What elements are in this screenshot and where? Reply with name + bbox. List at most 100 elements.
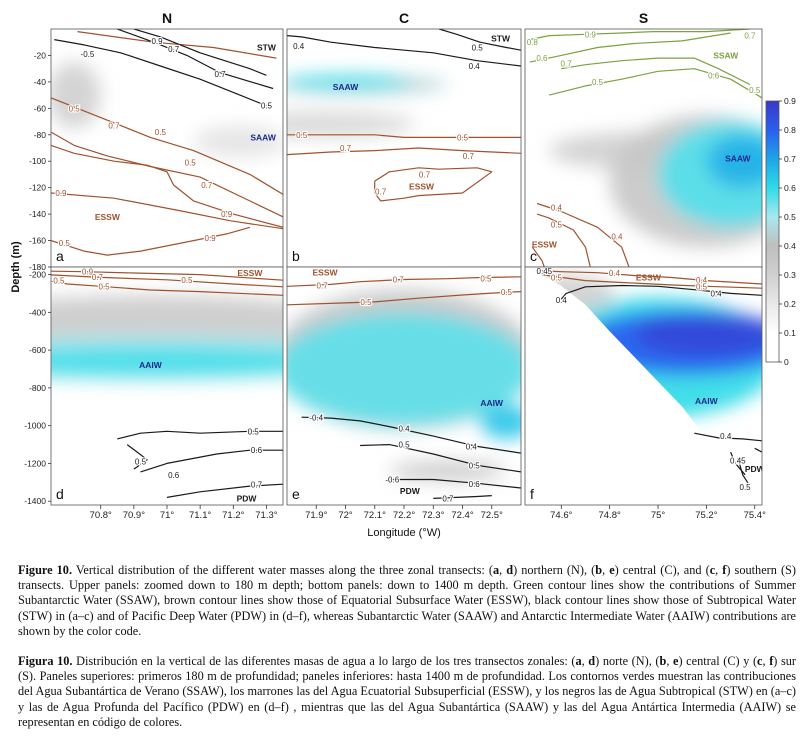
contour-black-2 [560,284,762,300]
y-tick-label-upper-8: -180 [29,262,46,272]
water-mass-label-aaiw: AAIW [139,360,163,370]
x-tick-label-S-4: 75.4° [744,510,766,521]
contour-brown-1 [287,291,521,306]
contour-label-12: 0.5 [59,239,71,248]
y-tick-label-upper-1: -40 [34,77,47,87]
contour-black-8 [133,29,267,76]
panel-f: 0.450.5 0.40.40.50.40.40.40.450.5ESSWAAIW… [524,266,763,506]
cap-en-body-segment-11: f [722,563,727,577]
contour-label-8: 0.5 [135,458,147,467]
contour-black-4 [389,478,521,489]
y-tick-label-lower-4: -1000 [24,421,46,431]
colorbar [765,100,780,363]
colorbar-tick-label-1: 0.1 [784,328,796,338]
contour-black-6 [754,447,762,453]
contour-label-8: 0.5 [185,159,197,168]
contour-label-2: 0.5 [181,276,193,285]
y-axis-label: Depth (m) [10,241,22,293]
contour-label-5: 0.5 [69,104,81,113]
x-tick-label-C-2: 72.1° [364,510,386,521]
column-title-C: C [399,10,409,26]
contour-label-11: 0.9 [221,210,233,219]
fraction-shading [51,62,283,158]
contour-brown-1 [51,97,283,195]
shading-blob-1 [287,312,521,426]
x-tick-label-C-1: 72° [338,510,353,521]
contour-label-7: 0.5 [398,441,410,450]
panel-c: 0.8 0.9 0.7 0.6 0.7 0.6 0.5 0.5 0.4 0.4 0.5 SSAW SAA… [524,28,763,268]
panel-frame [524,266,763,506]
colorbar-tick-label-4: 0.4 [784,241,796,251]
cap-en-body-segment-0: Vertical distribution of the different w… [72,563,493,577]
contour-label-10: 0.5 [551,221,563,230]
x-tick-label-N-2: 71° [160,510,175,521]
contour-label-4: 0.5 [696,282,708,291]
column-title-N: N [162,10,172,26]
cap-en-body-segment-8: ) central (C), and ( [614,563,710,577]
cap-en-body-segment-2: , [499,563,507,577]
x-tick-label-N-5: 71.3° [255,510,277,521]
water-mass-label-pdw: PDW [237,493,258,503]
contour-label-1: 0.5 [472,44,484,53]
cap-en-body-segment-4: ) northern (N), ( [513,563,596,577]
contour-label-0: 0.9 [82,268,94,277]
contour-label-9: 0.7 [201,181,213,190]
contour-brown-2 [51,281,283,296]
contour-label-8: 0.45 [730,457,746,466]
column-title-S: S [639,10,648,26]
contour-brown-5 [51,226,251,256]
panel-e: 0.7 0.7 0.5 0.5 0.5 -0.4 0.4 0.5 0.4 0.5 -0.6 0.6 0.… [286,266,522,506]
contour-label-3: 0.4 [696,276,708,285]
contour-brown-0 [541,270,762,285]
panel-content: 0.90.7 0.5-0.50.50.50.60.60.50.7ESSWAAIWP… [51,267,283,505]
colorbar-tick-label-9: 0.9 [784,96,796,106]
panel-b: 0.4 0.5 0.4 0.5 0.5 0.7 0.7 0.7 0.7 STW SAAW ESSW b [286,28,522,268]
contour-brown-4 [374,167,493,202]
contour-black-0 [287,35,521,67]
contour-brown-2 [287,134,521,138]
cap-es-body-segment-5: b [659,654,667,668]
fraction-shading [51,295,283,381]
panel-content: 0.450.5 0.40.40.50.40.40.40.450.5ESSWAAIW… [525,267,762,505]
fraction-shading [287,289,521,481]
shading-blob-2 [480,404,521,439]
x-tick-label-N-1: 70.9° [123,510,145,521]
contour-label-4: 0.5 [501,288,513,297]
water-mass-label-essw: ESSW [313,268,339,278]
panel-content: 0.9 0.7 -0.5 0.7 0.5 0.5 0.7 0.5 0.5 0.7 0.9 0.9 0.5… [51,29,283,256]
contour-label-10: -0.6 [385,476,399,485]
contour-label-6: 0.7 [108,122,120,131]
caption-es-body: Distribución en la vertical de las difer… [18,654,796,729]
water-mass-label-essw: ESSW [532,240,558,250]
cap-en-body-segment-1: a [492,563,500,577]
water-mass-label-essw: ESSW [636,272,662,282]
contour-label-2: 0.4 [469,62,481,71]
shading-blob-0 [51,62,101,129]
contour-label-5: 0.5 [248,427,260,436]
caption-es-label: Figura 10. [18,654,73,668]
contour-green-0 [529,29,750,41]
y-tick-label-upper-5: -120 [29,183,46,193]
contour-label-3: 0.5 [360,298,372,307]
x-tick-label-N-3: 71.1° [189,510,211,521]
caption-spanish: Figura 10. Distribución en la vertical d… [18,654,796,730]
water-mass-label-saaw: SAAW [250,132,276,142]
shading-blob-1 [193,125,283,158]
contour-green-3 [549,68,762,99]
panel-background [287,29,521,267]
x-tick-label-S-1: 74.8° [598,510,620,521]
cap-es-body-segment-11: f [769,654,774,668]
contour-label-8: 0.7 [375,188,387,197]
contour-label-7: 0.5 [155,128,167,137]
contour-brown-0 [77,31,277,59]
contour-label-6: 0.7 [463,152,475,161]
contour-black-3 [360,444,521,473]
y-tick-label-lower-5: -1200 [24,458,46,468]
contour-label-4: 0.5 [457,133,469,142]
contour-label-2: 0.4 [609,269,621,278]
x-tick-label-S-3: 75.2° [695,510,717,521]
cap-en-body-segment-3: d [506,563,514,577]
colorbar-tick-label-0: 0 [784,357,789,367]
contour-brown-5 [536,213,591,267]
y-tick-label-lower-1: -400 [29,307,46,317]
